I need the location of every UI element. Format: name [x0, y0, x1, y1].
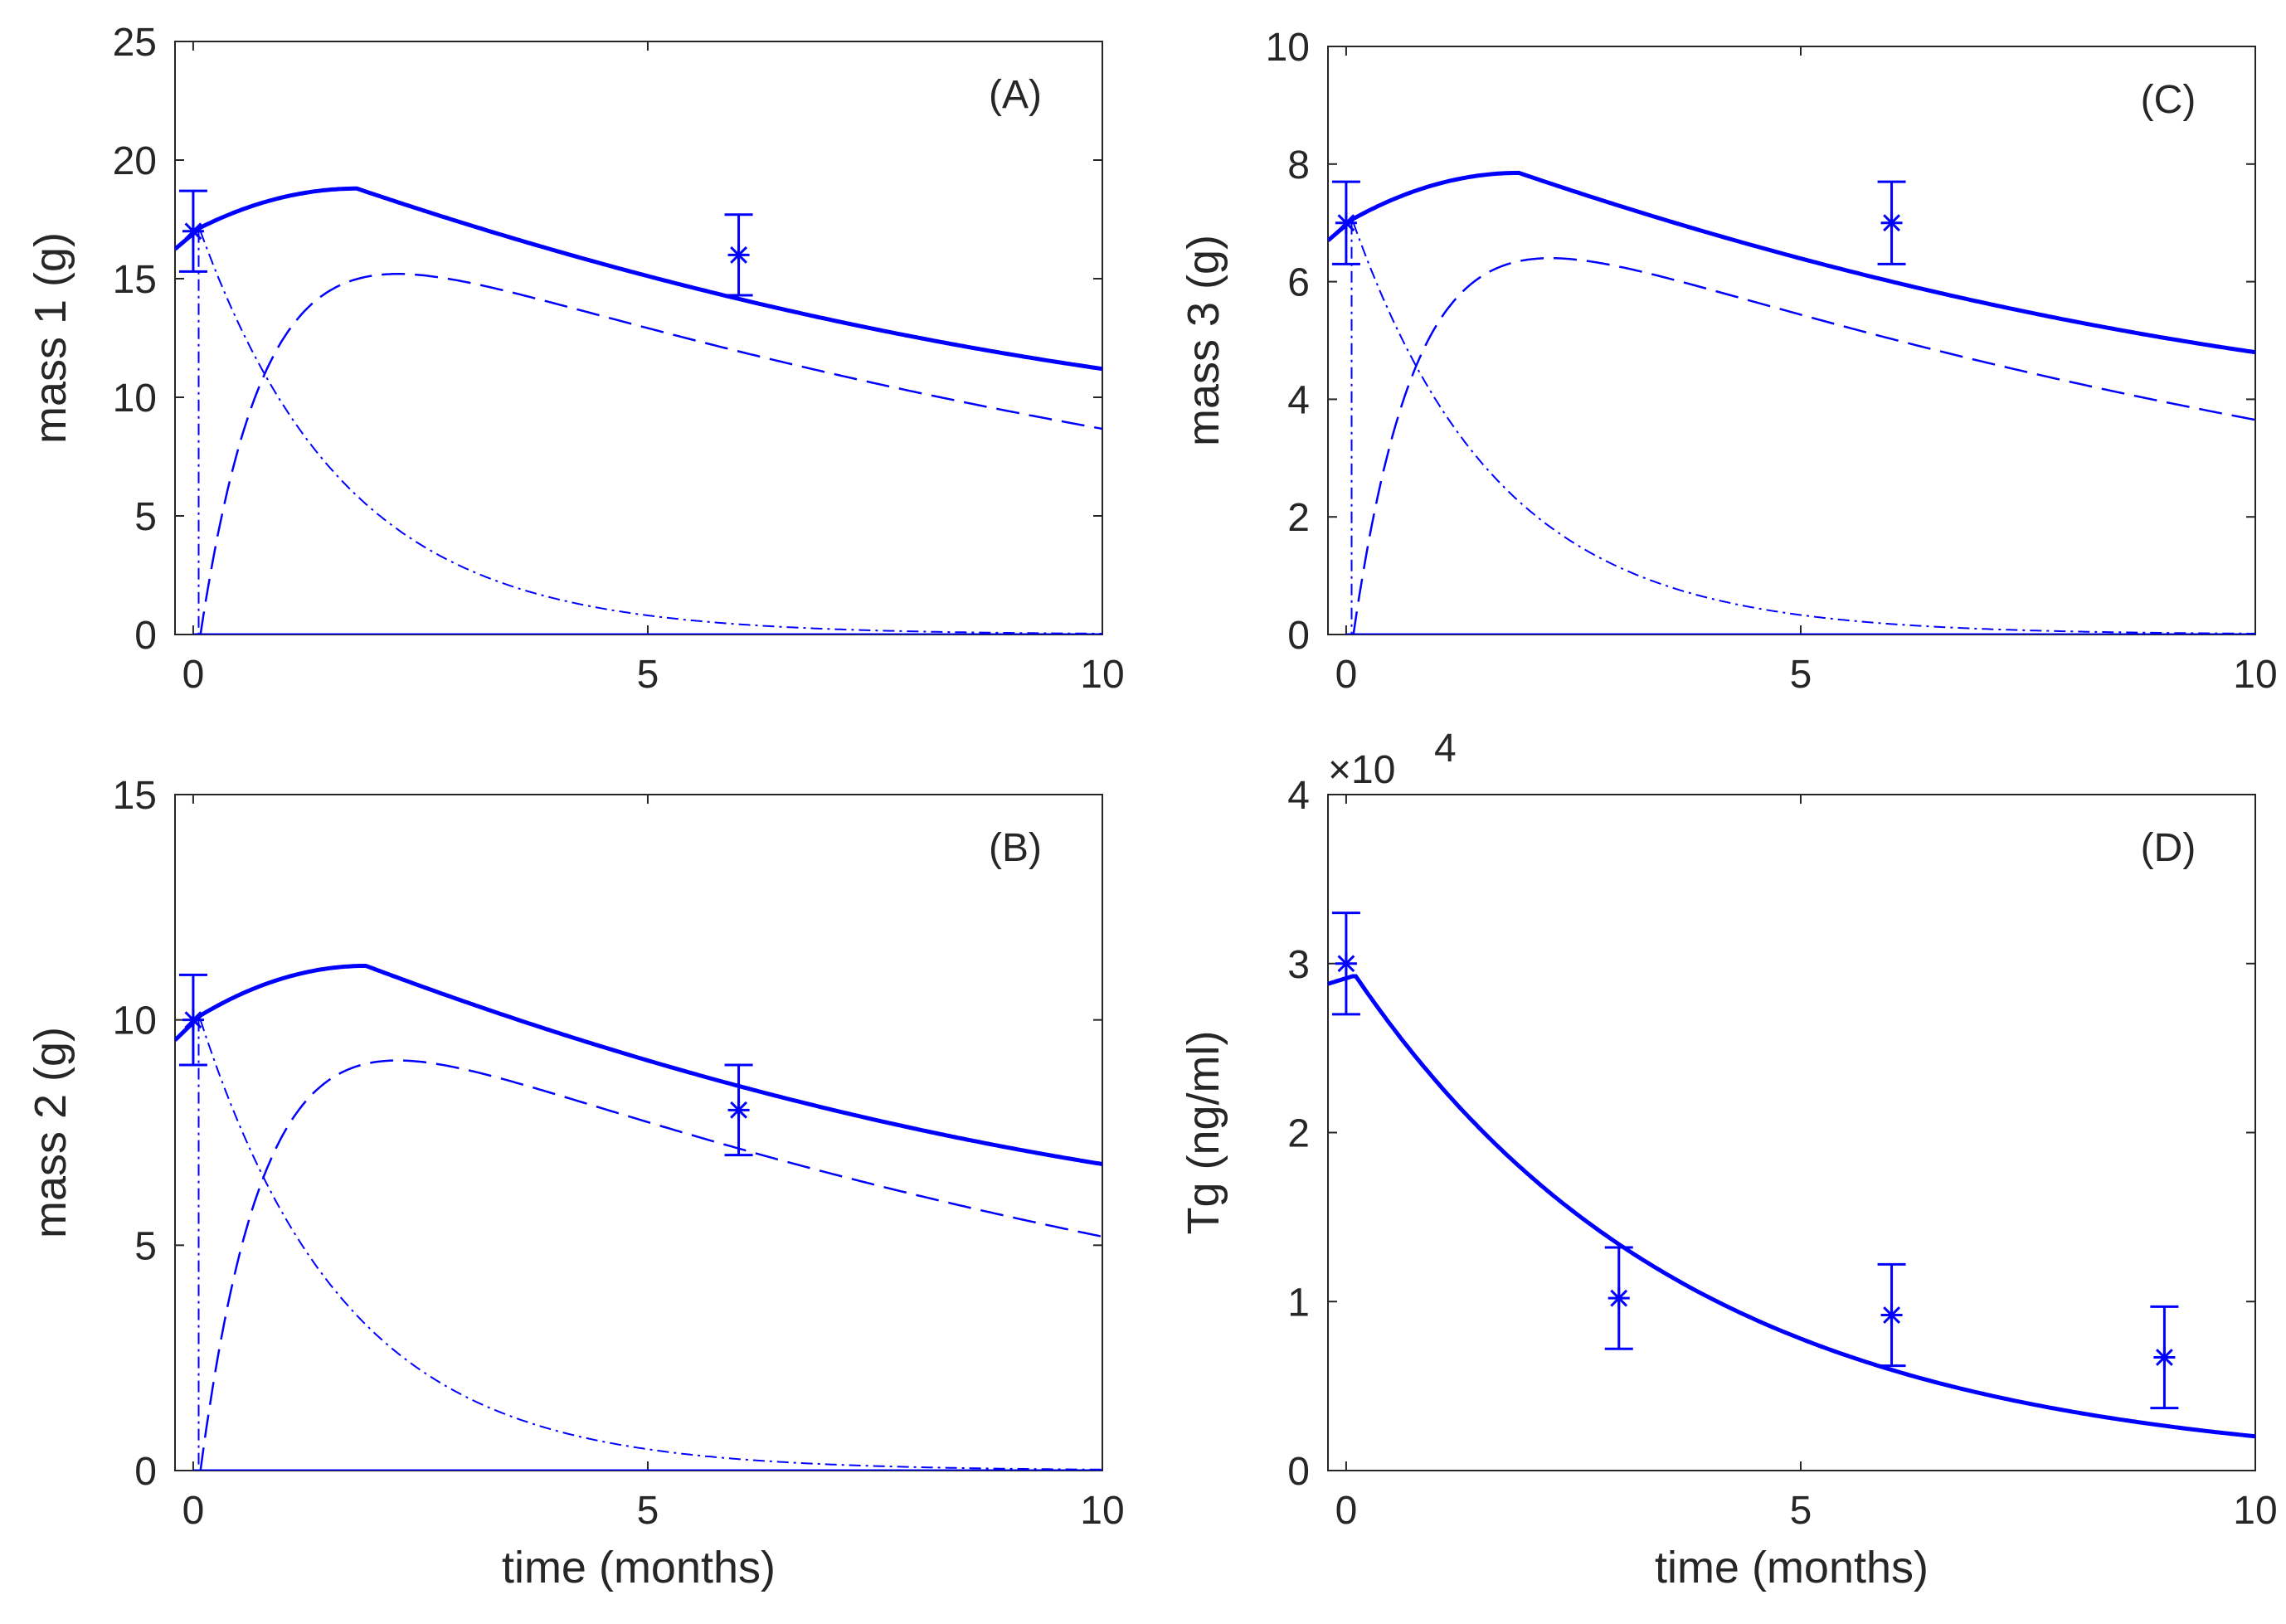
x-axis-label: time (months) — [1655, 1543, 1929, 1592]
y-tick-label: 2 — [1287, 496, 1310, 540]
y-tick-label: 6 — [1287, 261, 1310, 305]
y-tick-label: 2 — [1287, 1112, 1310, 1156]
x-tick-label: 5 — [637, 653, 659, 697]
y-tick-label: 10 — [113, 377, 157, 421]
marker-stroke — [730, 1101, 747, 1119]
x-tick-label: 5 — [1790, 1489, 1812, 1533]
axes-box — [1327, 794, 2256, 1471]
panel-label: (D) — [2141, 826, 2196, 870]
panel-b: 0 5 10 15 0 5 10 mass 2 (g) time (months) (B) — [26, 774, 1125, 1592]
asterisk-marker — [1335, 212, 1357, 234]
data-point-1 — [178, 189, 207, 273]
series-line-fast — [199, 1019, 1102, 1471]
marker-stroke — [1337, 955, 1355, 973]
x-tick-label: 10 — [1080, 1489, 1124, 1533]
y-tick-label: 1 — [1287, 1281, 1310, 1325]
y-tick-label: 10 — [113, 999, 157, 1043]
series-line-total — [175, 186, 1102, 372]
asterisk-marker — [1880, 1304, 1903, 1326]
marker-stroke — [184, 222, 202, 241]
x-axis-label: time (months) — [502, 1543, 776, 1592]
y-axis-label: mass 3 (g) — [1179, 235, 1228, 446]
series-line-total — [175, 964, 1102, 1166]
marker-stroke — [2155, 1349, 2173, 1366]
asterisk-marker — [1607, 1287, 1630, 1310]
x-tick-label: 10 — [1080, 653, 1124, 697]
y-tick-label: 0 — [1287, 614, 1310, 658]
marker-stroke — [1337, 214, 1355, 232]
data-point-1 — [1331, 912, 1360, 1016]
series-line-tg-model — [1328, 974, 2255, 1439]
series-line-fast — [199, 231, 1102, 635]
series-line-slow — [199, 1059, 1102, 1471]
asterisk-marker — [727, 1099, 750, 1121]
x-tick-label: 0 — [1335, 653, 1358, 697]
y-tick-label: 5 — [134, 1224, 157, 1268]
asterisk-marker — [182, 1009, 204, 1031]
y-tick-label: 0 — [1287, 1450, 1310, 1494]
data-point-1 — [178, 973, 207, 1067]
panel-d: 0 1 2 3 4 0 5 10 Tg (ng/ml) time (months) (D) ×10 4 — [1179, 727, 2278, 1592]
y-tick-label: 15 — [113, 258, 157, 302]
plot-area — [175, 964, 1102, 1471]
y-axis-label: Tg (ng/ml) — [1179, 1030, 1228, 1234]
panel-label: (C) — [2141, 78, 2196, 122]
axis-exponent-label: ×10 — [1328, 748, 1395, 792]
y-tick-label: 4 — [1287, 774, 1310, 818]
asterisk-marker — [727, 244, 750, 266]
y-tick-label: 25 — [113, 21, 157, 65]
plot-area — [1328, 974, 2255, 1439]
axes-box — [174, 41, 1103, 635]
axes-box — [174, 794, 1103, 1471]
series-line-total — [1328, 170, 2255, 355]
panel-label: (A) — [989, 73, 1042, 117]
marker-stroke — [1883, 214, 1900, 232]
data-point-3 — [1877, 1262, 1906, 1368]
data-point-2 — [1877, 180, 1906, 265]
axes-box — [1327, 46, 2256, 635]
asterisk-marker — [2153, 1346, 2176, 1369]
marker-stroke — [1883, 1306, 1900, 1324]
panel-c: 0 2 4 6 8 10 0 5 10 mass 3 (g) (C) — [1179, 26, 2278, 697]
asterisk-marker — [1880, 212, 1903, 234]
y-axis-label: mass 1 (g) — [26, 232, 75, 444]
y-tick-label: 0 — [134, 1450, 157, 1494]
data-point-4 — [2150, 1305, 2179, 1410]
y-tick-label: 5 — [134, 495, 157, 539]
y-tick-label: 3 — [1287, 943, 1310, 987]
asterisk-marker — [1335, 952, 1357, 975]
x-tick-label: 0 — [182, 653, 205, 697]
axis-exponent-power: 4 — [1434, 727, 1457, 771]
plot-area — [1328, 170, 2255, 635]
y-tick-label: 4 — [1287, 378, 1310, 422]
data-point-2 — [1604, 1246, 1633, 1350]
marker-stroke — [184, 1011, 202, 1029]
x-tick-label: 5 — [637, 1489, 659, 1533]
plot-area — [175, 186, 1102, 635]
data-point-2 — [724, 1063, 753, 1157]
asterisk-marker — [182, 220, 204, 242]
series-line-slow — [1352, 256, 2255, 635]
x-tick-label: 10 — [2233, 653, 2277, 697]
x-tick-label: 0 — [182, 1489, 205, 1533]
y-tick-label: 8 — [1287, 143, 1310, 187]
data-point-2 — [724, 213, 753, 297]
data-point-1 — [1331, 180, 1360, 265]
panel-a: 0 5 10 15 20 25 0 5 10 mass 1 (g) (A) — [26, 21, 1125, 697]
y-tick-label: 15 — [113, 774, 157, 818]
y-tick-label: 10 — [1266, 26, 1310, 70]
marker-stroke — [730, 246, 747, 264]
x-tick-label: 10 — [2233, 1489, 2277, 1533]
x-tick-label: 0 — [1335, 1489, 1358, 1533]
x-tick-label: 5 — [1790, 653, 1812, 697]
series-line-fast — [1352, 222, 2255, 635]
marker-stroke — [1610, 1289, 1628, 1307]
y-tick-label: 0 — [134, 614, 157, 658]
series-line-slow — [199, 273, 1102, 635]
y-axis-label: mass 2 (g) — [26, 1027, 75, 1238]
y-tick-label: 20 — [113, 139, 157, 183]
panel-label: (B) — [989, 826, 1042, 870]
